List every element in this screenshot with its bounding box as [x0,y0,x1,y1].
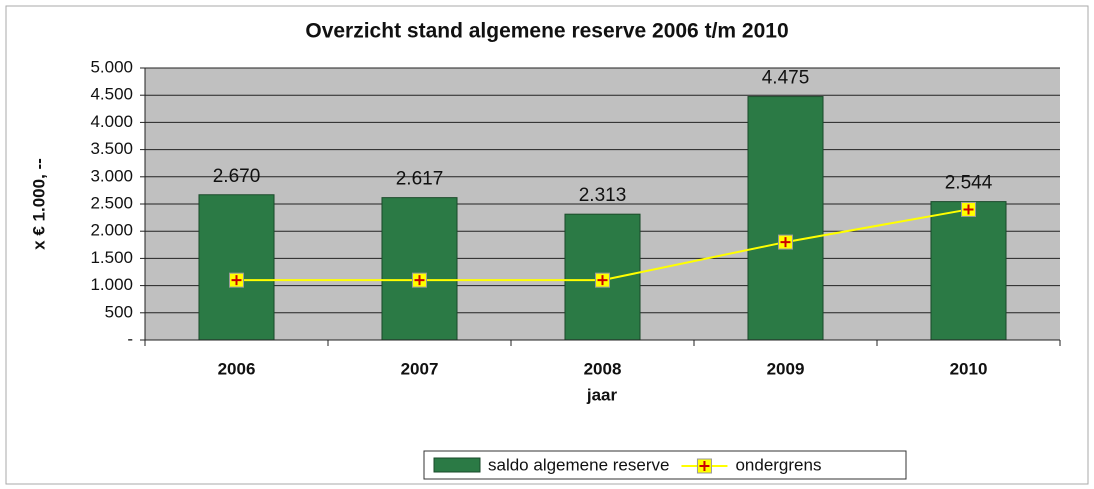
legend [423,450,907,480]
line-marker [412,272,427,288]
y-tick-label: - [127,329,133,348]
y-tick-label: 3.500 [90,139,133,158]
x-tick-label: 2010 [950,359,988,378]
legend-label: saldo algemene reserve [488,455,669,474]
line-marker [229,272,244,288]
line-marker-part [780,237,791,248]
data-label: 2.313 [579,185,627,206]
y-tick-label: 500 [105,302,133,321]
data-label: 4.475 [762,68,810,89]
chart-title: Overzicht stand algemene reserve 2006 t/… [305,20,788,43]
x-tick-label: 2009 [767,359,805,378]
y-tick-label: 4.500 [90,85,133,104]
bar [747,96,824,341]
bar [930,201,1007,341]
line-marker [778,234,793,250]
bar [198,194,275,341]
y-tick-label: 3.000 [90,166,133,185]
legend-label: ondergrens [735,455,821,474]
data-label: 2.544 [945,173,993,194]
data-label: 2.617 [396,169,444,190]
legend-swatch [433,457,481,473]
data-label: 2.670 [213,166,261,187]
y-tick-label: 1.000 [90,275,133,294]
line-marker [961,201,976,217]
x-tick-label: 2008 [584,359,622,378]
legend-marker-part [699,461,710,471]
y-axis-label: x € 1.000, -- [29,158,48,250]
y-tick-label: 4.000 [90,112,133,131]
y-tick-label: 5.000 [90,57,133,76]
legend-marker [696,458,712,474]
bar [381,197,458,341]
x-tick-label: 2006 [218,359,256,378]
y-tick-label: 1.500 [90,248,133,267]
line-marker-part [597,275,608,286]
line-marker-part [414,275,425,286]
x-tick-label: 2007 [401,359,439,378]
line-marker [595,272,610,288]
x-axis-label: jaar [586,385,618,404]
line-marker-part [231,275,242,286]
y-tick-label: 2.500 [90,193,133,212]
y-tick-label: 2.000 [90,221,133,240]
line-marker-part [963,204,974,215]
